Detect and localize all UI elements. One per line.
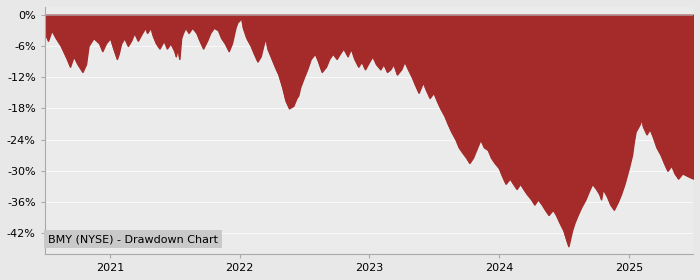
Text: BMY (NYSE) - Drawdown Chart: BMY (NYSE) - Drawdown Chart [48, 234, 218, 244]
